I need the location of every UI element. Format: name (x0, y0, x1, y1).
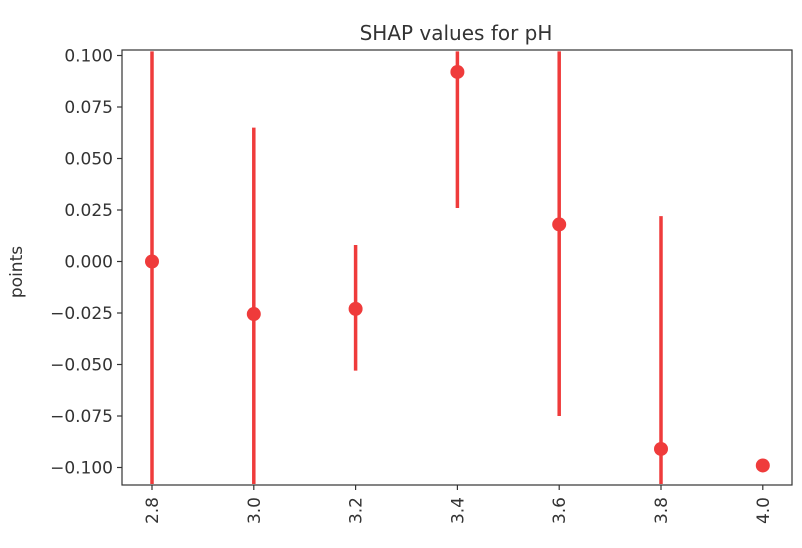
y-tick-label: 0.000 (64, 253, 113, 273)
data-point (145, 254, 159, 269)
y-tick-label: 0.025 (64, 201, 113, 221)
x-tick-label: 3.4 (448, 497, 468, 524)
y-tick-label: −0.025 (50, 304, 113, 324)
data-point (450, 64, 465, 79)
x-tick-label: 3.8 (652, 497, 672, 524)
data-point (755, 458, 770, 473)
plot-area: 0.100 0.075 0.050 0.025 0.000 −0.025 −0.050 −0.… (50, 47, 774, 525)
data-point (246, 307, 261, 322)
y-tick-label: 0.100 (64, 47, 113, 67)
y-axis-label: points (7, 246, 27, 298)
plot-frame (121, 49, 793, 486)
data-point (552, 217, 567, 232)
y-tick-label: −0.075 (50, 407, 113, 427)
y-tick-label: 0.050 (64, 150, 113, 170)
y-tick-label: 0.075 (64, 98, 113, 118)
x-tick-label: 3.6 (550, 497, 570, 524)
y-tick-label: −0.100 (50, 459, 113, 479)
data-point (654, 441, 668, 456)
x-tick-label: 3.0 (245, 497, 265, 524)
x-tick-label: 2.8 (143, 497, 163, 524)
data-point (348, 301, 363, 316)
chart-title: SHAP values for pH (360, 21, 553, 45)
y-tick-label: −0.050 (50, 356, 113, 376)
x-tick-label: 4.0 (754, 497, 774, 524)
x-tick-label: 3.2 (347, 497, 367, 524)
